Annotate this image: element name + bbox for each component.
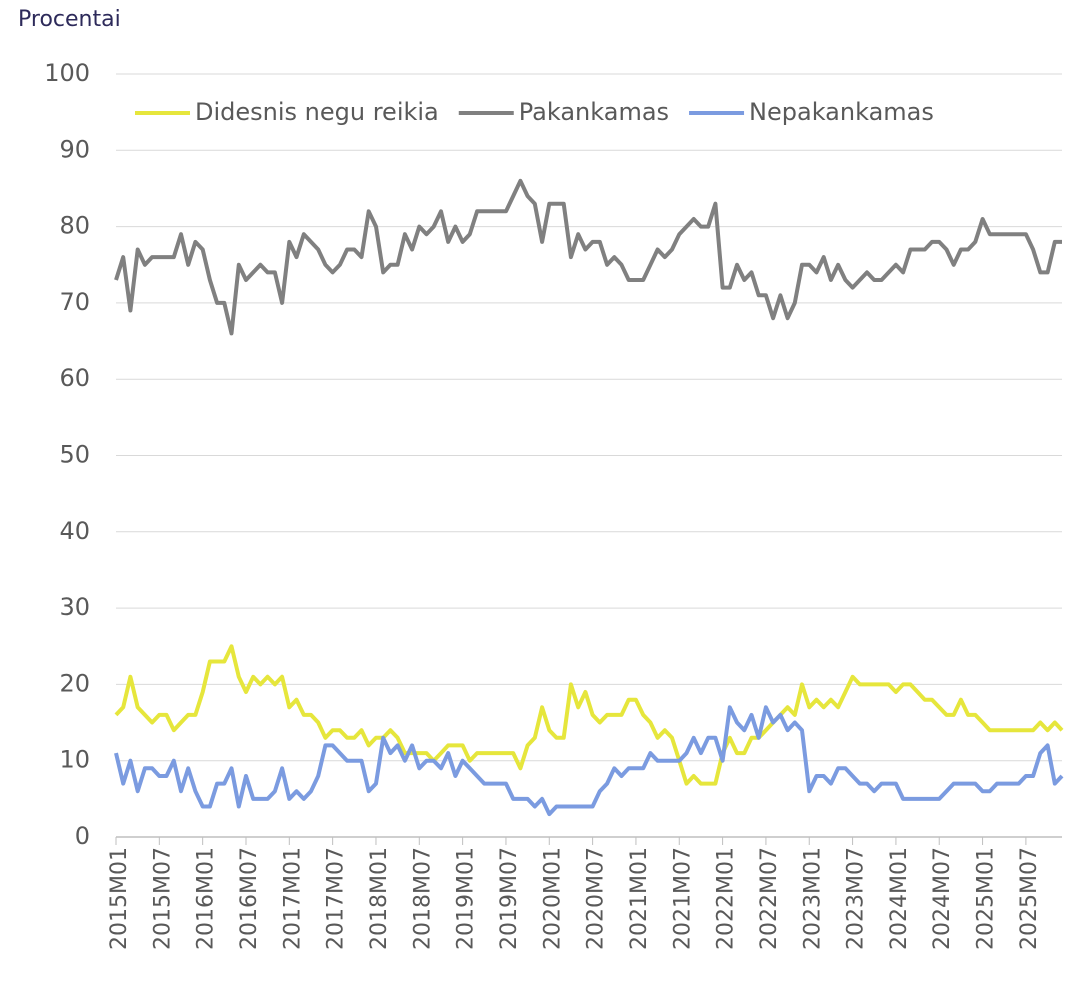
y-tick-label: 10: [59, 746, 90, 774]
x-tick-label: 2022M07: [757, 847, 782, 950]
y-tick-label: 100: [44, 59, 90, 87]
y-tick-label: 90: [59, 135, 90, 163]
x-tick-label: 2015M01: [107, 847, 132, 950]
line-series: [114, 705, 1064, 817]
x-tick-label: 2020M07: [584, 847, 609, 950]
x-tick-label: 2019M01: [454, 847, 479, 950]
x-tick-label: 2017M07: [324, 847, 349, 950]
x-tick-label: 2022M01: [714, 847, 739, 950]
x-tick-label: 2016M01: [194, 847, 219, 950]
x-tick-label: 2024M01: [887, 847, 912, 950]
y-tick-label: 0: [75, 822, 90, 850]
y-tick-label: 70: [59, 288, 90, 316]
x-tick-label: 2025M01: [974, 847, 999, 950]
x-tick-label: 2017M01: [280, 847, 305, 950]
x-tick-label: 2021M07: [670, 847, 695, 950]
x-tick-label: 2018M01: [367, 847, 392, 950]
y-tick-label: 20: [59, 669, 90, 697]
x-tick-label: 2015M07: [150, 847, 175, 950]
legend-label: Pakankamas: [519, 98, 669, 126]
line-series: [114, 644, 1064, 786]
x-tick-label: 2023M01: [800, 847, 825, 950]
x-tick-label: 2016M07: [237, 847, 262, 950]
y-tick-label: 40: [59, 517, 90, 545]
y-tick-label: 80: [59, 212, 90, 240]
x-tick-label: 2023M07: [844, 847, 869, 950]
x-tick-label: 2018M07: [410, 847, 435, 950]
x-tick-label: 2024M07: [930, 847, 955, 950]
axis-label: Procentai: [18, 7, 121, 32]
legend-label: Nepakankamas: [749, 98, 934, 126]
y-tick-label: 60: [59, 364, 90, 392]
line-series: [114, 178, 1062, 336]
y-tick-label: 50: [59, 441, 90, 469]
legend-label: Didesnis negu reikia: [195, 98, 439, 126]
x-tick-label: 2019M07: [497, 847, 522, 950]
x-tick-label: 2020M01: [540, 847, 565, 950]
x-tick-label: 2021M01: [627, 847, 652, 950]
x-tick-label: 2025M07: [1017, 847, 1042, 950]
y-tick-label: 30: [59, 593, 90, 621]
